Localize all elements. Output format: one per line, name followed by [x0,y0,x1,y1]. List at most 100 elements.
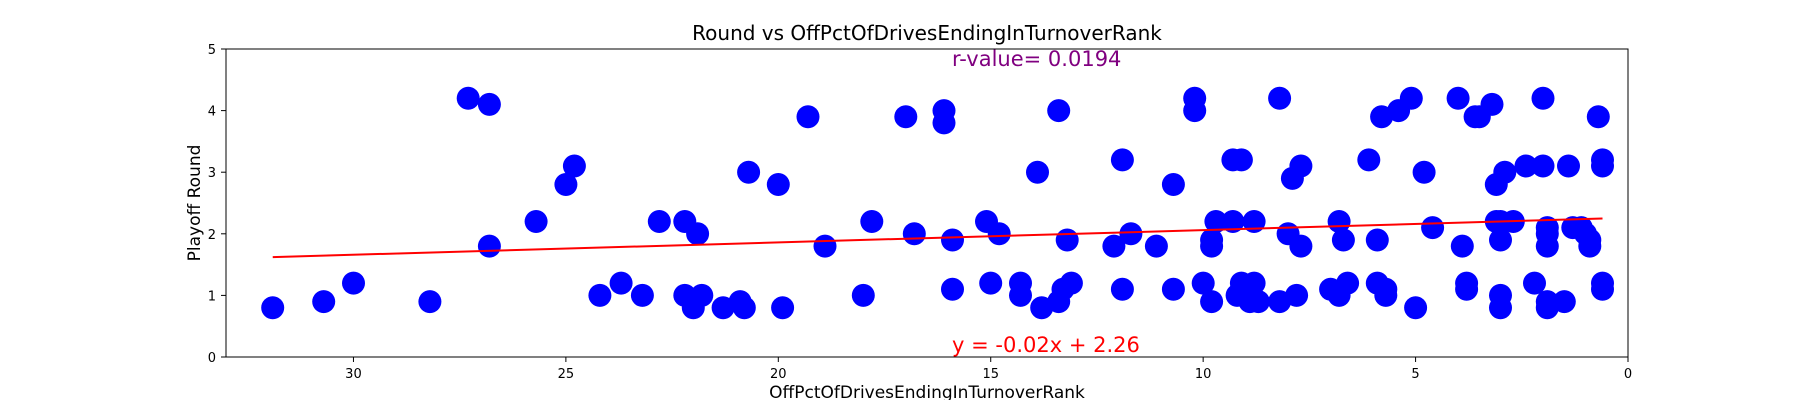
x-tick-label: 20 [770,367,787,382]
data-point [1204,210,1228,233]
data-point [1009,283,1032,307]
data-point [987,222,1011,246]
x-axis-title: OffPctOfDrivesEndingInTurnoverRank [769,383,1085,400]
data-point [1246,290,1270,314]
data-point [979,271,1003,295]
data-point [796,105,820,129]
data-point [932,111,956,135]
data-point [860,210,884,233]
data-point [1059,271,1083,295]
data-point [1531,154,1555,178]
data-point [1161,277,1185,301]
regression-line [272,217,1603,259]
points-layer [261,86,1614,320]
data-point [1221,210,1245,233]
x-tick-label: 30 [345,367,362,382]
data-point [771,296,795,320]
data-point [524,210,548,233]
data-point [1336,271,1360,295]
data-point [609,271,633,295]
data-point [418,290,442,314]
data-point [630,283,654,307]
data-point [1578,228,1602,252]
data-point [941,228,964,252]
data-point [477,92,501,116]
data-point [1404,296,1428,320]
data-point [686,222,710,246]
data-point [1450,234,1474,258]
data-point [1365,228,1389,252]
data-point [1357,148,1381,172]
y-axis-title: Playoff Round [185,145,205,262]
data-point [766,173,790,196]
chart-title: Round vs OffPctOfDrivesEndingInTurnoverR… [692,21,1162,45]
data-point [1191,271,1215,295]
data-point [1242,271,1266,295]
r-value-annotation: r-value= 0.0194 [952,47,1121,71]
data-point [1200,290,1224,314]
data-point [1289,154,1313,178]
data-point [1446,86,1470,110]
data-point [1531,86,1555,110]
data-point [894,105,918,129]
data-point [456,86,480,110]
data-point [941,277,964,301]
data-point [1144,234,1168,258]
data-point [1242,210,1266,233]
data-point [1289,234,1313,258]
plot-frame [225,48,1629,358]
data-point [1285,283,1309,307]
y-tick-label: 0 [208,351,216,366]
data-point [562,154,586,178]
data-point [851,283,875,307]
data-point [1455,277,1479,301]
y-tick-label: 1 [208,289,216,304]
x-axis: 30 25 20 15 10 5 0 [345,357,1632,382]
data-point [1268,86,1292,110]
data-point [1331,228,1355,252]
data-point [261,296,285,320]
data-point [1493,160,1517,184]
equation-annotation: y = -0.02x + 2.26 [952,333,1140,357]
data-point [902,222,926,246]
data-point [1480,92,1504,116]
data-point [1591,277,1614,301]
data-point [1110,277,1134,301]
data-point [1399,86,1423,110]
data-point [477,234,501,258]
data-point [1489,228,1512,252]
data-point [1535,234,1559,258]
data-point [1557,154,1580,178]
x-tick-label: 25 [558,367,575,382]
data-point [1055,228,1079,252]
x-tick-label: 5 [1411,367,1419,382]
data-point [1161,173,1185,196]
data-point [1183,99,1207,123]
data-point [1552,290,1576,314]
data-point [1374,283,1398,307]
data-point [732,296,756,320]
data-point [647,210,671,233]
data-point [1514,154,1538,178]
data-point [1102,234,1126,258]
data-point [737,160,761,184]
data-point [690,283,714,307]
data-point [1119,222,1143,246]
data-point [1047,99,1071,123]
data-point [1421,216,1445,240]
data-point [1110,148,1134,172]
y-tick-label: 5 [208,43,216,58]
data-point [1591,154,1614,178]
data-point [1523,271,1546,295]
data-point [1489,296,1512,320]
y-tick-label: 4 [208,105,216,120]
data-point [312,290,336,314]
data-point [342,271,365,295]
y-tick-label: 2 [208,228,216,243]
data-point [813,234,837,258]
data-point [1586,105,1610,129]
data-point [554,173,578,196]
data-point [588,283,612,307]
y-tick-label: 3 [208,166,216,181]
